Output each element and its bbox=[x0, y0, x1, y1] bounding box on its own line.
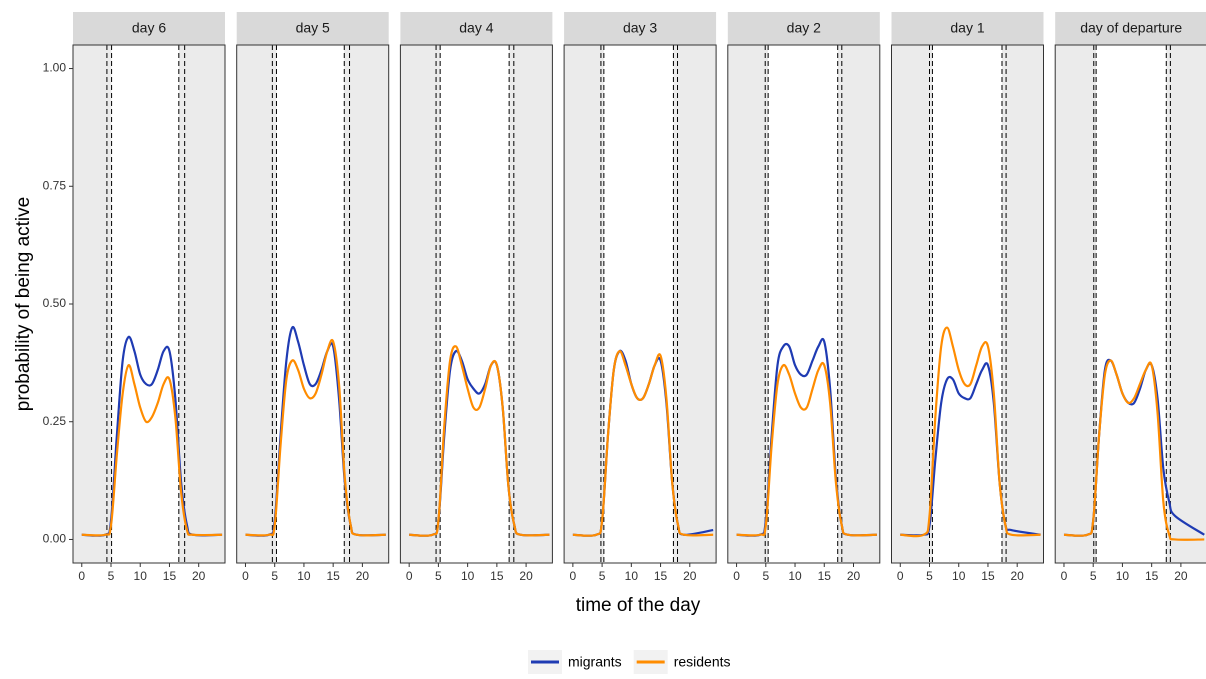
x-tick-label: 15 bbox=[981, 569, 995, 583]
panel-title: day 2 bbox=[787, 20, 821, 36]
x-tick-label: 15 bbox=[490, 569, 504, 583]
panel-border bbox=[563, 44, 717, 564]
y-tick-label: 0.75 bbox=[43, 178, 67, 192]
daylight-region bbox=[768, 45, 838, 563]
strip bbox=[564, 12, 717, 45]
y-axis-title: probability of being active bbox=[13, 197, 34, 411]
panel-title: day of departure bbox=[1080, 20, 1182, 36]
x-axis-title: time of the day bbox=[576, 595, 701, 616]
daylight-region bbox=[276, 45, 345, 563]
series-line bbox=[736, 361, 877, 537]
daylight-region bbox=[440, 45, 510, 563]
x-tick-label: 15 bbox=[1145, 569, 1159, 583]
panel-border bbox=[891, 44, 1044, 564]
daylight-region bbox=[1096, 45, 1167, 563]
panel-border bbox=[236, 44, 390, 564]
x-tick-label: 15 bbox=[326, 569, 340, 583]
series-line bbox=[1063, 359, 1205, 541]
daylight-region bbox=[111, 45, 179, 563]
panel-border bbox=[399, 44, 553, 564]
x-tick-label: 10 bbox=[952, 569, 966, 583]
y-tick-label: 0.50 bbox=[43, 296, 67, 310]
x-tick-label: 0 bbox=[1061, 569, 1068, 583]
series-line bbox=[900, 326, 1041, 538]
x-tick-label: 20 bbox=[683, 569, 697, 583]
x-tick-label: 0 bbox=[733, 569, 740, 583]
x-tick-label: 5 bbox=[108, 569, 115, 583]
panel-title: day 3 bbox=[623, 20, 657, 36]
x-tick-label: 10 bbox=[788, 569, 802, 583]
panel-title: day 1 bbox=[950, 20, 984, 36]
x-tick-label: 0 bbox=[570, 569, 577, 583]
y-tick-label: 1.00 bbox=[43, 61, 67, 75]
strip bbox=[1055, 12, 1206, 45]
x-tick-label: 10 bbox=[461, 569, 475, 583]
x-tick-label: 5 bbox=[1090, 569, 1097, 583]
panel-title: day 5 bbox=[296, 20, 330, 36]
x-tick-label: 5 bbox=[599, 569, 606, 583]
series-line bbox=[572, 350, 714, 537]
x-tick-label: 20 bbox=[1011, 569, 1025, 583]
series-line bbox=[409, 345, 550, 537]
daylight-region bbox=[603, 45, 674, 563]
x-tick-label: 15 bbox=[818, 569, 832, 583]
x-tick-label: 5 bbox=[271, 569, 278, 583]
x-tick-label: 10 bbox=[625, 569, 639, 583]
panel-title: day 6 bbox=[132, 20, 166, 36]
legend-label: residents bbox=[674, 654, 731, 670]
y-tick-label: 0.25 bbox=[43, 414, 67, 428]
x-tick-label: 20 bbox=[356, 569, 370, 583]
strip bbox=[236, 12, 389, 45]
x-tick-label: 15 bbox=[654, 569, 668, 583]
x-tick-label: 15 bbox=[163, 569, 177, 583]
strip bbox=[727, 12, 880, 45]
x-tick-label: 10 bbox=[1116, 569, 1130, 583]
panel-border bbox=[1054, 44, 1206, 564]
x-tick-label: 0 bbox=[897, 569, 904, 583]
x-tick-label: 20 bbox=[519, 569, 533, 583]
series-line bbox=[81, 364, 223, 537]
x-tick-label: 0 bbox=[78, 569, 85, 583]
x-tick-label: 20 bbox=[847, 569, 861, 583]
y-tick-label: 0.00 bbox=[43, 532, 67, 546]
panel-border bbox=[727, 44, 881, 564]
strip bbox=[891, 12, 1044, 45]
x-tick-label: 20 bbox=[192, 569, 206, 583]
x-tick-label: 20 bbox=[1174, 569, 1188, 583]
x-tick-label: 10 bbox=[297, 569, 311, 583]
strip bbox=[400, 12, 553, 45]
legend-label: migrants bbox=[568, 654, 622, 670]
x-tick-label: 5 bbox=[926, 569, 933, 583]
series-line bbox=[245, 338, 386, 537]
x-tick-label: 10 bbox=[134, 569, 148, 583]
panel-title: day 4 bbox=[459, 20, 493, 36]
strip bbox=[73, 12, 225, 45]
daylight-region bbox=[932, 45, 1002, 563]
x-tick-label: 0 bbox=[242, 569, 249, 583]
x-tick-label: 5 bbox=[762, 569, 769, 583]
x-tick-label: 0 bbox=[406, 569, 413, 583]
x-tick-label: 5 bbox=[435, 569, 442, 583]
